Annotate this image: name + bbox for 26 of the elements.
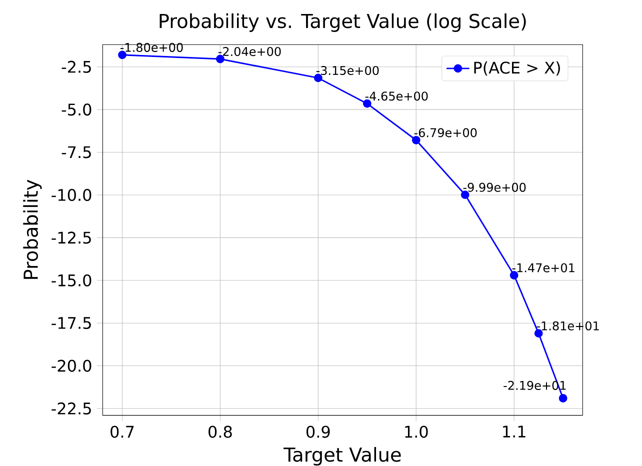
data-label: -6.79e+00 xyxy=(414,128,477,138)
point xyxy=(558,394,568,402)
data-label: -4.65e+00 xyxy=(365,92,428,101)
y-axis-title: Probability xyxy=(23,180,42,279)
data-label: -1.80e+00 xyxy=(120,42,183,52)
x-tick-label: 0.8 xyxy=(208,426,232,438)
x-tick-label: 1.1 xyxy=(503,426,526,438)
chart-title: Probability vs. Target Value (log Scale) xyxy=(160,13,526,32)
x-tick-label: 1.0 xyxy=(405,426,428,438)
data-label: -2.04e+00 xyxy=(218,46,281,56)
data-label: -3.15e+00 xyxy=(316,66,379,76)
x-tick-label: 0.7 xyxy=(110,426,134,438)
data-label: -1.47e+01 xyxy=(512,263,574,272)
y-tick-label: -22.5 xyxy=(52,402,91,415)
y-tick-label: -20.0 xyxy=(52,360,92,372)
y-tick-label: -12.5 xyxy=(52,232,91,244)
y-tick-label: -15.0 xyxy=(52,274,92,286)
x-axis-title: Target Value xyxy=(283,446,401,466)
x-tick-label: 0.9 xyxy=(306,426,330,438)
y-tick-label: -10.0 xyxy=(52,188,92,202)
y-tick-label: -2.5 xyxy=(62,60,91,73)
y-tick-label: -17.5 xyxy=(52,317,91,330)
data-label: -9.99e+00 xyxy=(463,182,526,192)
legend-label: P(ACE > X) xyxy=(474,61,560,76)
y-tick-label: -5.0 xyxy=(62,104,92,116)
y-tick-label: -7.5 xyxy=(62,146,91,158)
